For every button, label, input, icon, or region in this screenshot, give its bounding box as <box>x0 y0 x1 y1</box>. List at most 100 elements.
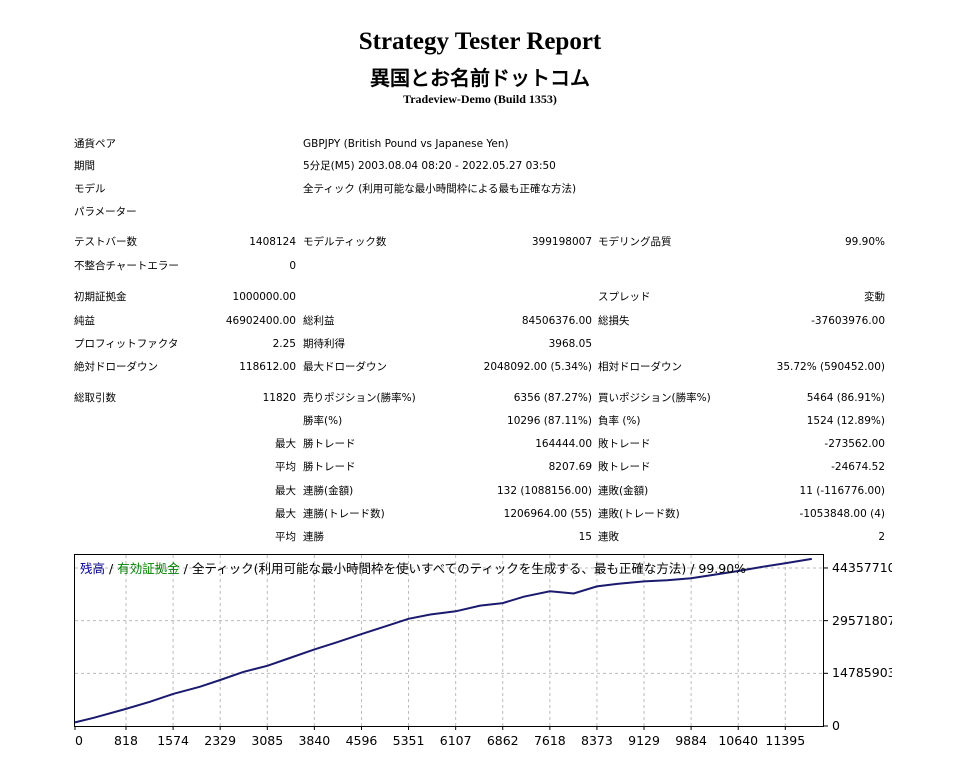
x-tick-label: 9129 <box>628 733 660 748</box>
x-tick-label: 10640 <box>718 733 759 748</box>
x-tick-label: 7618 <box>533 733 566 748</box>
rel-drawdown-value: 35.72% (590452.00) <box>776 361 885 373</box>
total-trades-value: 11820 <box>262 392 296 404</box>
short-positions-value: 6356 (87.27%) <box>513 392 592 404</box>
x-tick-label: 5351 <box>392 733 425 748</box>
x-tick-label: 6107 <box>439 733 472 748</box>
gross-profit-label: 総利益 <box>303 315 335 327</box>
symbol-value: GBPJPY (British Pound vs Japanese Yen) <box>303 138 509 150</box>
net-profit-value: 46902400.00 <box>225 315 296 327</box>
chart-legend: 残高 / 有効証拠金 / 全ティック(利用可能な最小時間枠を使いすべてのティック… <box>80 558 746 577</box>
x-tick-label: 6862 <box>486 733 519 748</box>
x-tick-label: 4596 <box>345 733 378 748</box>
max-consec-amt-prefix: 最大 <box>275 485 296 497</box>
max-consec-loss-amt-value: 11 (-116776.00) <box>799 485 885 497</box>
legend-balance: 残高 <box>80 561 106 576</box>
avg-loss-label: 敗トレード <box>598 461 651 473</box>
y-tick-label: 14785903 <box>832 665 892 681</box>
avg-consec-prefix: 平均 <box>275 531 296 543</box>
avg-consec-loss-label: 連敗 <box>598 531 619 543</box>
net-profit-label: 純益 <box>74 315 95 327</box>
deposit-label: 初期証拠金 <box>74 291 127 303</box>
period-label: 期間 <box>74 160 95 172</box>
avg-loss-value: -24674.52 <box>831 461 885 473</box>
short-positions-label: 売りポジション(勝率%) <box>303 392 416 404</box>
ticks-label: モデルティック数 <box>303 236 387 248</box>
win-rate-label: 勝率(%) <box>303 415 343 427</box>
x-tick-label: 1574 <box>157 733 190 748</box>
expected-payoff-value: 3968.05 <box>548 338 592 350</box>
loss-rate-label: 負率 (%) <box>598 415 641 427</box>
balance-chart <box>74 554 824 727</box>
model-value: 全ティック (利用可能な最小時間枠による最も正確な方法) <box>303 183 577 195</box>
x-tick-label: 0 <box>75 733 83 748</box>
largest-win-label: 勝トレード <box>303 438 356 450</box>
abs-drawdown-label: 絶対ドローダウン <box>74 361 158 373</box>
gross-loss-value: -37603976.00 <box>811 315 885 327</box>
max-consec-loss-cnt-label: 連敗(トレード数) <box>598 508 680 520</box>
avg-consec-win-label: 連勝 <box>303 531 324 543</box>
report-subtitle: 異国とお名前ドットコム <box>370 66 590 90</box>
avg-consec-loss-value: 2 <box>878 531 885 543</box>
x-tick-label: 3085 <box>251 733 284 748</box>
x-tick-label: 2329 <box>204 733 237 748</box>
spread-label: スプレッド <box>598 291 651 303</box>
loss-rate-value: 1524 (12.89%) <box>806 415 885 427</box>
max-consec-loss-amt-label: 連敗(金額) <box>598 485 649 497</box>
average-prefix: 平均 <box>275 461 296 473</box>
avg-consec-win-value: 15 <box>578 531 592 543</box>
total-trades-label: 総取引数 <box>74 392 116 404</box>
long-positions-label: 買いポジション(勝率%) <box>598 392 711 404</box>
expected-payoff-label: 期待利得 <box>303 338 345 350</box>
max-drawdown-label: 最大ドローダウン <box>303 361 387 373</box>
symbol-label: 通貨ペア <box>74 138 116 150</box>
report-build: Tradeview-Demo (Build 1353) <box>403 92 557 106</box>
max-consec-win-amt-label: 連勝(金額) <box>303 485 354 497</box>
params-label: パラメーター <box>74 206 137 218</box>
x-tick-label: 8373 <box>581 733 613 748</box>
max-consec-win-cnt-value: 1206964.00 (55) <box>503 508 592 520</box>
x-tick-label: 818 <box>114 733 138 748</box>
legend-equity: 有効証拠金 <box>117 561 180 576</box>
largest-prefix: 最大 <box>275 438 296 450</box>
balance-line <box>74 557 812 724</box>
x-tick-label: 11395 <box>765 733 806 748</box>
max-drawdown-value: 2048092.00 (5.34%) <box>483 361 592 373</box>
legend-separator: / <box>105 561 118 576</box>
avg-win-label: 勝トレード <box>303 461 356 473</box>
deposit-value: 1000000.00 <box>232 291 296 303</box>
win-rate-value: 10296 (87.11%) <box>507 415 592 427</box>
long-positions-value: 5464 (86.91%) <box>806 392 885 404</box>
ticks-value: 399198007 <box>531 236 592 248</box>
model-label: モデル <box>74 183 106 195</box>
y-tick-label: 0 <box>832 718 840 733</box>
quality-label: モデリング品質 <box>598 236 672 248</box>
bars-label: テストバー数 <box>74 236 137 248</box>
abs-drawdown-value: 118612.00 <box>239 361 296 373</box>
x-tick-label: 9884 <box>675 733 707 748</box>
avg-win-value: 8207.69 <box>548 461 592 473</box>
quality-value: 99.90% <box>844 236 885 248</box>
max-consec-win-cnt-label: 連勝(トレード数) <box>303 508 385 520</box>
bars-value: 1408124 <box>249 236 296 248</box>
gross-loss-label: 総損失 <box>598 315 630 327</box>
x-tick-label: 3840 <box>298 733 331 748</box>
legend-description: / 全ティック(利用可能な最小時間枠を使いすべてのティックを生成する、最も正確な… <box>179 561 747 576</box>
max-consec-loss-cnt-value: -1053848.00 (4) <box>799 508 885 520</box>
gross-profit-value: 84506376.00 <box>521 315 592 327</box>
largest-win-value: 164444.00 <box>535 438 592 450</box>
max-consec-cnt-prefix: 最大 <box>275 508 296 520</box>
y-tick-label: 29571807 <box>832 612 892 628</box>
largest-loss-label: 敗トレード <box>598 438 651 450</box>
profit-factor-label: プロフィットファクタ <box>74 338 179 350</box>
largest-loss-value: -273562.00 <box>824 438 885 450</box>
y-tick-label: 44357710 <box>832 559 892 575</box>
mismatch-value: 0 <box>289 260 296 272</box>
profit-factor-value: 2.25 <box>272 338 296 350</box>
rel-drawdown-label: 相対ドローダウン <box>598 361 682 373</box>
max-consec-win-amt-value: 132 (1088156.00) <box>496 485 592 497</box>
report-title: Strategy Tester Report <box>358 28 602 55</box>
spread-value: 変動 <box>864 291 885 303</box>
mismatch-label: 不整合チャートエラー <box>74 260 179 272</box>
